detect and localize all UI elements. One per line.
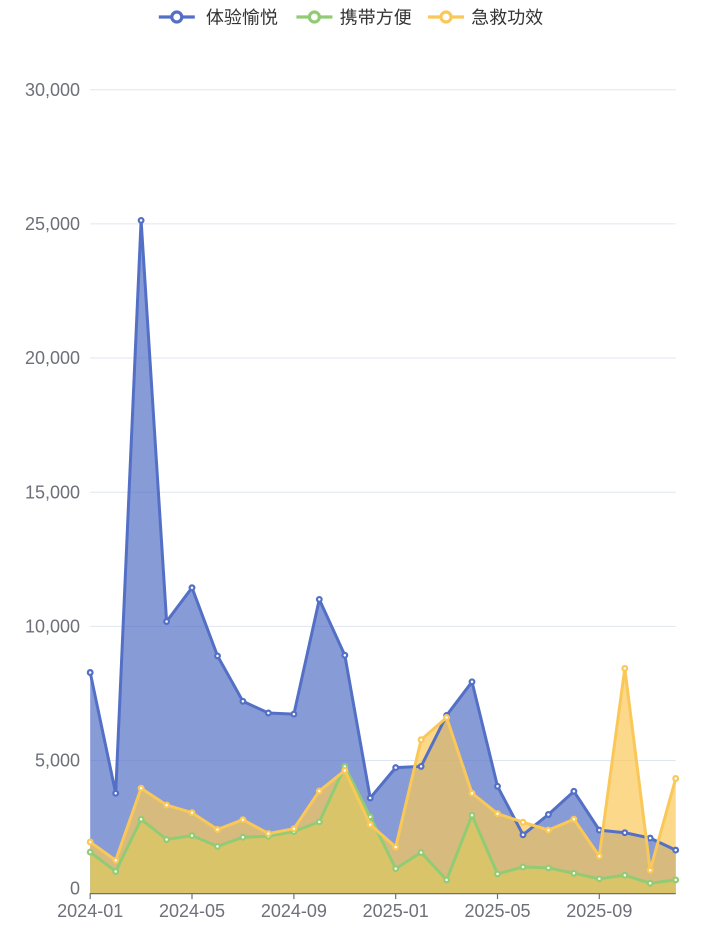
svg-text:0: 0	[70, 879, 80, 899]
svg-text:2024-05: 2024-05	[159, 901, 225, 921]
svg-text:2024-01: 2024-01	[57, 901, 123, 921]
svg-text:10,000: 10,000	[25, 617, 80, 637]
svg-text:2024-09: 2024-09	[261, 901, 327, 921]
svg-text:20,000: 20,000	[25, 348, 80, 368]
svg-text:25,000: 25,000	[25, 214, 80, 234]
svg-text:2025-05: 2025-05	[464, 901, 530, 921]
svg-text:5,000: 5,000	[35, 751, 80, 771]
svg-text:30,000: 30,000	[25, 80, 80, 100]
svg-text:2025-09: 2025-09	[566, 901, 632, 921]
svg-text:2025-01: 2025-01	[363, 901, 429, 921]
svg-text:15,000: 15,000	[25, 482, 80, 502]
